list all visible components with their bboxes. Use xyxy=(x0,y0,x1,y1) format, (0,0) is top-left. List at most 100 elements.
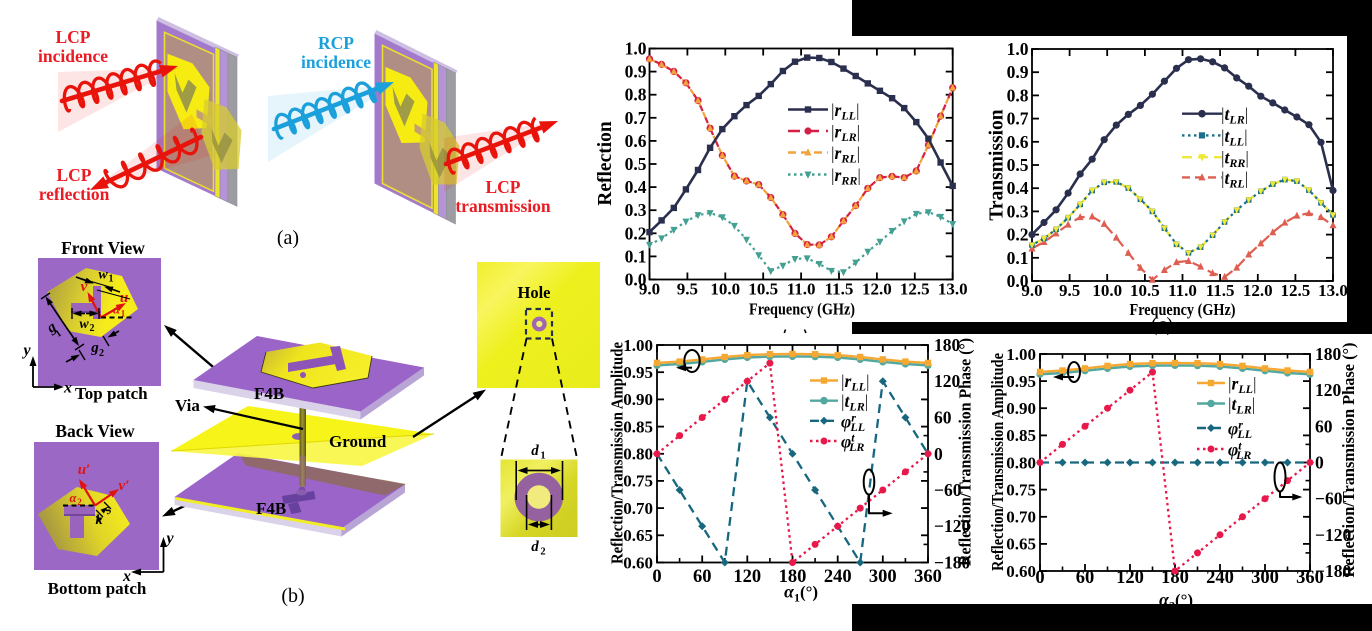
svg-text:0.1: 0.1 xyxy=(625,246,647,266)
svg-text:−120: −120 xyxy=(1315,525,1351,545)
svg-text:incidence: incidence xyxy=(301,52,371,72)
svg-text:Frequency (GHz): Frequency (GHz) xyxy=(749,300,855,319)
svg-text:60: 60 xyxy=(693,567,712,587)
svg-text:9.0: 9.0 xyxy=(1021,281,1042,300)
svg-text:1: 1 xyxy=(540,451,545,462)
svg-text:1.00: 1.00 xyxy=(1006,345,1036,364)
svg-text:Reflection/Transmission Phase: Reflection/Transmission Phase (°) xyxy=(956,338,975,566)
svg-text:120: 120 xyxy=(1315,380,1342,400)
svg-text:|rLL|: |rLL| xyxy=(841,371,870,394)
svg-text:0.2: 0.2 xyxy=(625,223,647,243)
svg-text:α: α xyxy=(113,302,121,317)
svg-text:0.8: 0.8 xyxy=(1007,85,1029,105)
svg-text:11.0: 11.0 xyxy=(1168,281,1197,300)
svg-text:0.5: 0.5 xyxy=(1007,155,1029,175)
svg-text:240: 240 xyxy=(1206,568,1234,588)
svg-text:1.0: 1.0 xyxy=(625,39,647,59)
svg-text:1: 1 xyxy=(794,591,800,605)
svg-text:0.3: 0.3 xyxy=(1007,201,1029,221)
svg-text:180: 180 xyxy=(779,567,807,587)
svg-text:−60: −60 xyxy=(1315,489,1343,509)
svg-text:|tRR|: |tRR| xyxy=(1221,148,1249,171)
svg-text:Reflection/Transmission Amplit: Reflection/Transmission Amplitude xyxy=(608,342,627,564)
svg-text:0.80: 0.80 xyxy=(623,445,653,464)
svg-text:Front View: Front View xyxy=(61,238,145,258)
svg-text:0.85: 0.85 xyxy=(623,417,653,436)
svg-text:reflection: reflection xyxy=(39,184,110,204)
svg-text:0.5: 0.5 xyxy=(625,154,647,174)
svg-text:w: w xyxy=(98,268,108,283)
svg-text:−60: −60 xyxy=(934,480,962,500)
svg-text:0.90: 0.90 xyxy=(623,390,653,409)
svg-text:u′: u′ xyxy=(78,462,91,478)
svg-text:0.0: 0.0 xyxy=(1007,271,1029,291)
svg-text:Via: Via xyxy=(175,396,200,415)
svg-text:RCP: RCP xyxy=(318,33,354,53)
svg-text:Top patch: Top patch xyxy=(75,384,148,403)
svg-text:12.0: 12.0 xyxy=(862,280,892,299)
svg-text:d: d xyxy=(531,539,539,555)
svg-text:1.0: 1.0 xyxy=(1007,39,1029,59)
svg-text:12.0: 12.0 xyxy=(1243,281,1273,300)
svg-text:0.9: 0.9 xyxy=(625,62,647,82)
svg-text:|rLL|: |rLL| xyxy=(1228,374,1257,397)
svg-text:incidence: incidence xyxy=(38,46,108,66)
svg-text:11.5: 11.5 xyxy=(1206,281,1235,300)
svg-text:12.5: 12.5 xyxy=(900,280,930,299)
svg-text:0.2: 0.2 xyxy=(1007,225,1029,245)
svg-text:0.70: 0.70 xyxy=(623,499,653,518)
svg-text:0.3: 0.3 xyxy=(625,200,647,220)
svg-text:240: 240 xyxy=(824,567,852,587)
svg-text:9.0: 9.0 xyxy=(639,280,660,299)
svg-text:10.0: 10.0 xyxy=(710,280,740,299)
svg-text:13.0: 13.0 xyxy=(938,280,968,299)
svg-text:g: g xyxy=(90,340,99,356)
svg-text:0.95: 0.95 xyxy=(1006,372,1036,391)
svg-text:10.5: 10.5 xyxy=(748,280,778,299)
svg-text:2: 2 xyxy=(77,497,82,507)
svg-text:0.90: 0.90 xyxy=(1006,399,1036,418)
svg-text:|rLR|: |rLR| xyxy=(831,122,860,145)
svg-text:120: 120 xyxy=(733,567,761,587)
svg-text:1: 1 xyxy=(53,328,63,340)
svg-text:|rRR|: |rRR| xyxy=(831,165,861,188)
svg-text:360: 360 xyxy=(1296,568,1324,588)
svg-text:2: 2 xyxy=(90,323,95,334)
svg-text:|rLL|: |rLL| xyxy=(831,100,860,123)
svg-text:−180: −180 xyxy=(934,553,970,573)
svg-text:(°): (°) xyxy=(800,583,818,602)
svg-text:v′: v′ xyxy=(119,478,130,494)
svg-text:LCP: LCP xyxy=(486,177,521,197)
svg-text:|tLR|: |tLR| xyxy=(1228,394,1255,417)
svg-text:0: 0 xyxy=(1035,568,1044,588)
svg-text:0.6: 0.6 xyxy=(625,131,647,151)
svg-text:9.5: 9.5 xyxy=(1059,281,1080,300)
svg-text:0.4: 0.4 xyxy=(625,177,647,197)
svg-text:transmission: transmission xyxy=(455,196,551,216)
svg-text:11.5: 11.5 xyxy=(825,280,854,299)
svg-text:α: α xyxy=(70,491,78,505)
svg-text:60: 60 xyxy=(1315,416,1333,436)
svg-text:w: w xyxy=(79,317,89,332)
svg-text:|tLR|: |tLR| xyxy=(841,391,868,414)
svg-text:0.6: 0.6 xyxy=(1007,132,1029,152)
svg-text:0: 0 xyxy=(652,567,661,587)
svg-text:180: 180 xyxy=(934,335,961,355)
svg-text:Reflection/Transmission Phase: Reflection/Transmission Phase (°) xyxy=(1339,343,1358,578)
svg-text:y: y xyxy=(164,530,174,547)
svg-text:1: 1 xyxy=(121,309,126,319)
svg-text:Transmission: Transmission xyxy=(987,109,1008,220)
svg-text:−120: −120 xyxy=(934,516,970,536)
svg-text:2: 2 xyxy=(540,547,545,558)
svg-text:0.60: 0.60 xyxy=(1006,562,1036,581)
svg-text:F4B: F4B xyxy=(254,384,284,403)
svg-text:−180: −180 xyxy=(1315,561,1351,581)
svg-text:Hole: Hole xyxy=(518,283,551,302)
svg-text:1: 1 xyxy=(109,274,114,285)
svg-text:|rRL|: |rRL| xyxy=(831,143,860,166)
svg-text:300: 300 xyxy=(1251,568,1279,588)
